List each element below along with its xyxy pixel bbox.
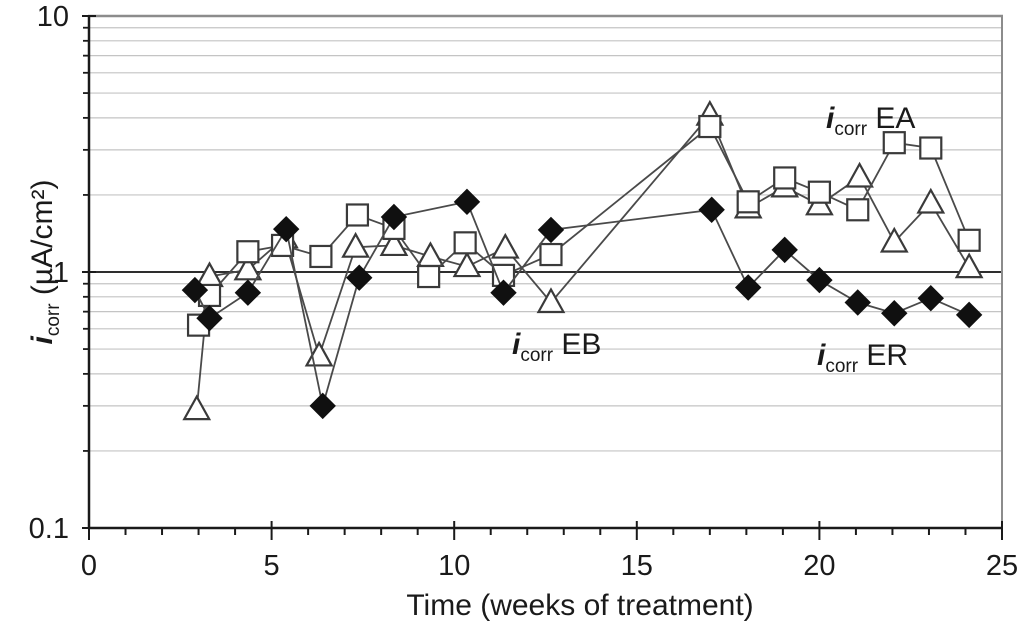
marker-diamond [844, 289, 871, 316]
marker-diamond [771, 236, 798, 264]
marker-triangle [233, 254, 263, 281]
x-tick-label: 10 [438, 550, 470, 582]
marker-square [309, 244, 333, 269]
marker-square [539, 242, 563, 267]
marker-diamond [917, 285, 944, 312]
x-tick-label: 0 [81, 550, 97, 582]
series-label-ea: icorr EA [826, 102, 915, 140]
marker-triangle [490, 232, 520, 259]
marker-diamond [181, 276, 209, 304]
marker-diamond [734, 274, 762, 301]
x-axis-title: Time (weeks of treatment) [406, 589, 753, 622]
marker-diamond [309, 392, 336, 420]
marker-diamond [234, 279, 262, 306]
marker-diamond [453, 188, 481, 216]
marker-square [417, 264, 441, 289]
marker-diamond [955, 301, 983, 329]
marker-diamond [380, 203, 408, 231]
gridlines [89, 27, 1002, 452]
y-axis-ticks [82, 15, 96, 529]
marker-square [736, 190, 760, 214]
marker-triangle [341, 231, 370, 258]
x-tick-label: 20 [803, 550, 835, 582]
marker-triangle [536, 287, 566, 314]
x-tick-label: 15 [621, 550, 653, 582]
series-label-er: icorr ER [817, 339, 908, 377]
x-axis-ticks [88, 521, 1003, 540]
series-er [181, 188, 983, 420]
marker-diamond [490, 279, 517, 306]
y-axis-title: icorr (µA/cm²) [26, 179, 64, 344]
marker-square [773, 166, 797, 190]
marker-triangle [182, 394, 212, 421]
marker-square [846, 198, 870, 222]
marker-diamond [273, 215, 300, 243]
marker-square [453, 231, 477, 255]
marker-triangle [845, 161, 874, 188]
marker-square [807, 180, 832, 204]
y-tick-label: 0.1 [29, 513, 69, 545]
marker-square [919, 136, 943, 160]
y-tick-label: 10 [37, 1, 69, 33]
series-label-eb: icorr EB [512, 328, 601, 366]
x-tick-label: 25 [986, 550, 1018, 582]
marker-square [882, 131, 906, 155]
marker-diamond [881, 300, 908, 327]
marker-triangle [879, 226, 909, 253]
marker-diamond [698, 196, 725, 223]
marker-triangle [452, 251, 482, 278]
y-tick-label: 1 [53, 257, 69, 289]
x-tick-label: 5 [264, 550, 280, 582]
marker-triangle [916, 187, 946, 214]
marker-square [957, 228, 981, 252]
marker-square [345, 203, 370, 227]
marker-triangle [954, 252, 984, 279]
marker-triangle [379, 230, 409, 257]
marker-diamond [346, 264, 373, 291]
marker-diamond [806, 266, 833, 294]
marker-diamond [196, 304, 223, 332]
marker-square [698, 114, 722, 139]
marker-square [236, 240, 260, 264]
marker-diamond [537, 216, 565, 244]
